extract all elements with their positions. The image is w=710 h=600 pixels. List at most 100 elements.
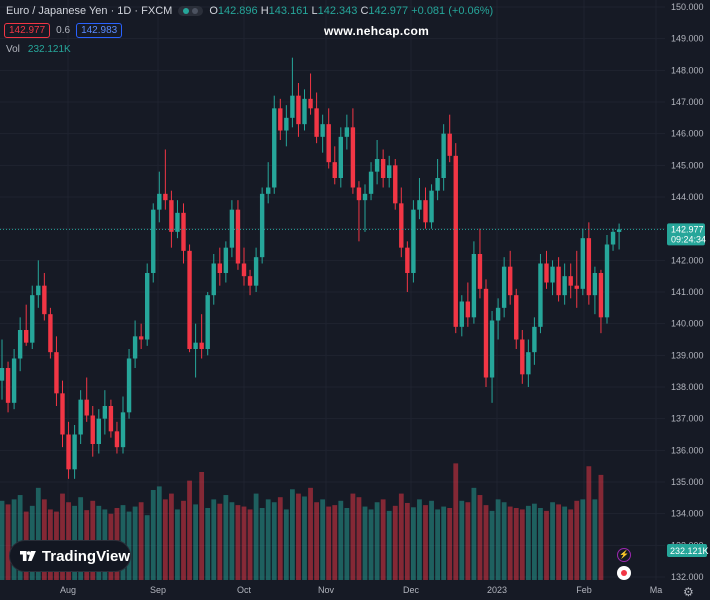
candle bbox=[24, 304, 29, 346]
candle bbox=[362, 184, 368, 232]
candle-body bbox=[266, 187, 271, 194]
candle-body bbox=[550, 266, 555, 283]
candle-body bbox=[42, 285, 47, 315]
symbol-legend: Euro / Japanese Yen · 1D · FXCM O142.896… bbox=[6, 5, 493, 17]
volume-bar bbox=[447, 508, 453, 580]
candle-body bbox=[592, 273, 598, 296]
volume-legend[interactable]: Vol 232.121K bbox=[6, 44, 71, 55]
volume-bar bbox=[423, 505, 428, 580]
candle-body bbox=[350, 127, 356, 188]
y-tick-label: 142.000 bbox=[671, 255, 704, 265]
candle bbox=[84, 377, 89, 422]
volume-bar bbox=[562, 506, 568, 580]
candle bbox=[598, 269, 604, 334]
volume-label: 232.121K bbox=[667, 544, 709, 557]
candle bbox=[532, 317, 537, 365]
volume-bar bbox=[489, 510, 495, 580]
candle bbox=[368, 162, 374, 201]
candle-body bbox=[36, 285, 41, 296]
volume-bar bbox=[223, 495, 229, 580]
candle bbox=[550, 260, 555, 296]
candle bbox=[586, 222, 592, 305]
volume-bar bbox=[247, 509, 253, 580]
volume-bar bbox=[235, 505, 241, 580]
candle bbox=[544, 250, 549, 289]
candle-body bbox=[616, 229, 622, 232]
volume-bar bbox=[380, 499, 386, 580]
candle bbox=[223, 241, 229, 283]
y-tick-label: 135.000 bbox=[671, 477, 704, 487]
x-tick-label: Oct bbox=[237, 585, 252, 595]
candle bbox=[175, 200, 180, 239]
candle-body bbox=[163, 193, 168, 201]
candle-body bbox=[5, 368, 11, 403]
sell-button[interactable]: 142.977 bbox=[4, 23, 51, 38]
candle bbox=[574, 250, 579, 308]
volume-bar bbox=[513, 508, 519, 580]
candle bbox=[556, 257, 561, 302]
candle-body bbox=[72, 434, 77, 470]
volume-bar bbox=[308, 487, 313, 580]
volume-bar bbox=[441, 506, 447, 580]
candle bbox=[332, 146, 337, 185]
tradingview-brand: TradingView bbox=[41, 547, 130, 565]
y-tick-label: 134.000 bbox=[671, 509, 704, 519]
volume-bar bbox=[344, 508, 350, 580]
volume-bar bbox=[60, 493, 65, 580]
candle-body bbox=[132, 336, 138, 359]
candle-body bbox=[278, 108, 283, 131]
candle bbox=[616, 223, 622, 250]
time-axis[interactable]: Aug Sep Oct Nov Dec 2023 Feb Ma bbox=[60, 585, 662, 595]
candle-body bbox=[17, 330, 23, 359]
volume-bar bbox=[392, 505, 398, 580]
candle bbox=[102, 390, 108, 435]
candle-body bbox=[411, 209, 416, 273]
volume-bar bbox=[501, 502, 507, 580]
settings-gear-icon[interactable]: ⚙ bbox=[683, 585, 694, 599]
symbol-title[interactable]: Euro / Japanese Yen · 1D · FXCM bbox=[6, 5, 173, 17]
x-tick-label: Feb bbox=[576, 585, 592, 595]
volume-bar bbox=[326, 506, 332, 580]
candle-body bbox=[417, 200, 422, 210]
candle-body bbox=[253, 257, 259, 286]
volume-bar bbox=[169, 493, 174, 580]
lightning-icon[interactable]: ⚡ bbox=[617, 548, 631, 562]
candle bbox=[308, 73, 313, 115]
candle-body bbox=[187, 250, 192, 349]
volume-bar bbox=[17, 495, 23, 580]
candle bbox=[501, 257, 507, 318]
buy-button[interactable]: 142.983 bbox=[76, 23, 123, 38]
candle-body bbox=[556, 266, 561, 296]
candle bbox=[253, 247, 259, 292]
tradingview-logo[interactable]: TradingView bbox=[9, 540, 131, 572]
candle-body bbox=[580, 238, 585, 289]
candle bbox=[11, 349, 17, 410]
candle-body bbox=[387, 165, 392, 178]
candle-body bbox=[48, 314, 53, 353]
candle bbox=[338, 127, 343, 188]
price-axis[interactable]: 150.000 149.000 148.000 147.000 146.000 145.0… bbox=[671, 2, 704, 582]
y-tick-label: 138.000 bbox=[671, 382, 704, 392]
candle bbox=[163, 149, 168, 210]
candle-body bbox=[193, 342, 198, 349]
candle bbox=[5, 361, 11, 413]
record-icon[interactable] bbox=[617, 566, 631, 580]
volume-bar bbox=[507, 506, 513, 580]
volume-bar bbox=[290, 489, 295, 580]
volume-bar bbox=[477, 495, 483, 580]
candle-body bbox=[532, 326, 537, 353]
candle bbox=[211, 254, 216, 305]
volume-bar bbox=[586, 466, 592, 580]
candle-body bbox=[247, 276, 253, 286]
candle-body bbox=[145, 273, 150, 340]
volume-bar bbox=[598, 474, 604, 580]
candle bbox=[320, 114, 325, 153]
candle-body bbox=[157, 193, 162, 210]
market-status[interactable] bbox=[178, 6, 204, 16]
tradingview-icon bbox=[20, 550, 36, 562]
candle-body bbox=[538, 263, 543, 327]
candle bbox=[290, 57, 295, 128]
candle-body bbox=[441, 133, 446, 178]
volume-bar bbox=[144, 515, 150, 580]
